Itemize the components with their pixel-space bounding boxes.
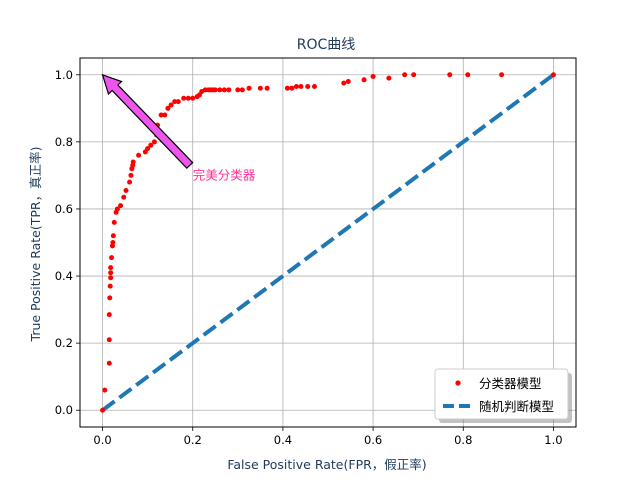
classifier-point <box>293 84 299 90</box>
classifier-point <box>114 206 120 212</box>
classifier-point <box>106 360 112 366</box>
x-tick-label: 0.2 <box>184 433 202 447</box>
axes-frame <box>79 57 577 428</box>
y-tick-label: 0.4 <box>55 269 73 283</box>
classifier-point <box>550 72 556 78</box>
classifier-point <box>106 312 112 318</box>
classifier-point <box>370 73 376 79</box>
classifier-point <box>100 407 106 413</box>
classifier-point <box>136 152 142 158</box>
classifier-point <box>123 188 129 194</box>
classifier-point <box>130 159 136 165</box>
classifier-point <box>212 87 218 93</box>
classifier-point <box>411 72 417 78</box>
classifier-point <box>402 72 408 78</box>
classifier-point <box>118 203 124 209</box>
classifier-point <box>158 112 164 118</box>
classifier-point <box>151 139 157 145</box>
perfect-classifier-arrow <box>101 73 194 170</box>
x-tick-label: 0.6 <box>364 433 382 447</box>
classifier-point <box>345 78 351 84</box>
classifier-point <box>102 387 108 393</box>
classifier-point <box>465 72 471 78</box>
classifier-point <box>239 87 245 93</box>
classifier-point <box>226 87 232 93</box>
classifier-point <box>311 84 317 90</box>
classifier-point <box>175 99 181 105</box>
classifier-point <box>128 172 134 178</box>
classifier-point <box>386 75 392 81</box>
random-model-line <box>101 73 555 412</box>
chart-title: ROC曲线 <box>297 37 356 53</box>
axis-ticks: 0.0 0.2 0.4 0.6 0.8 1.0 0.0 0.2 0.4 0.6 0.8 1.0 <box>55 68 563 447</box>
classifier-point <box>168 102 174 108</box>
x-tick-label: 0.0 <box>93 433 111 447</box>
grid-lines <box>80 58 576 427</box>
classifier-point <box>111 219 117 225</box>
x-tick-label: 0.4 <box>274 433 292 447</box>
classifier-point <box>246 85 252 91</box>
classifier-point <box>305 84 311 90</box>
classifier-point <box>190 95 196 101</box>
classifier-point <box>165 105 171 111</box>
classifier-point <box>289 85 295 91</box>
classifier-point <box>145 146 151 152</box>
annotations: 完美分类器 <box>101 73 256 182</box>
classifier-point <box>172 99 178 105</box>
classifier-point <box>361 77 367 83</box>
perfect-classifier-label: 完美分类器 <box>193 167 256 182</box>
legend: 分类器模型 随机判断模型 <box>434 368 572 423</box>
classifier-point <box>181 95 187 101</box>
classifier-point <box>264 85 270 91</box>
classifier-point <box>284 85 290 91</box>
classifier-point <box>110 240 116 245</box>
legend-marker-classifier <box>455 380 461 386</box>
classifier-point <box>499 72 505 78</box>
classifier-point <box>110 233 116 239</box>
legend-label-random: 随机判断模型 <box>479 399 554 414</box>
classifier-point <box>148 142 154 148</box>
classifier-point <box>121 194 127 200</box>
plot-series <box>100 72 556 413</box>
classifier-point <box>221 87 227 93</box>
y-tick-label: 1.0 <box>55 68 73 82</box>
x-tick-label: 1.0 <box>544 433 562 447</box>
classifier-point <box>108 270 114 276</box>
y-tick-label: 0.6 <box>55 202 73 216</box>
x-tick-label: 0.8 <box>454 433 472 447</box>
classifier-point <box>108 265 114 271</box>
classifier-point <box>108 275 114 281</box>
y-tick-label: 0.8 <box>55 135 73 149</box>
classifier-point <box>109 255 115 261</box>
classifier-point <box>185 95 191 101</box>
y-axis-label: True Positive Rate(TPR，真正率) <box>28 147 43 343</box>
classifier-point <box>217 87 223 93</box>
classifier-point <box>341 80 347 86</box>
classifier-point <box>106 337 112 343</box>
classifier-point <box>257 85 263 91</box>
classifier-point <box>447 72 453 78</box>
classifier-point <box>127 179 133 185</box>
y-tick-label: 0.0 <box>55 403 73 417</box>
classifier-point <box>162 112 168 118</box>
classifier-point <box>235 87 241 93</box>
legend-label-classifier: 分类器模型 <box>479 376 542 391</box>
classifier-point <box>298 84 304 90</box>
x-axis-label: False Positive Rate(FPR，假正率) <box>227 457 426 472</box>
classifier-point <box>107 295 113 301</box>
classifier-point <box>107 283 113 289</box>
y-tick-label: 0.2 <box>55 336 73 350</box>
